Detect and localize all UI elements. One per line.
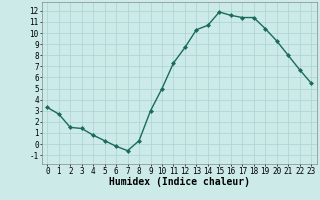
X-axis label: Humidex (Indice chaleur): Humidex (Indice chaleur) bbox=[109, 177, 250, 187]
